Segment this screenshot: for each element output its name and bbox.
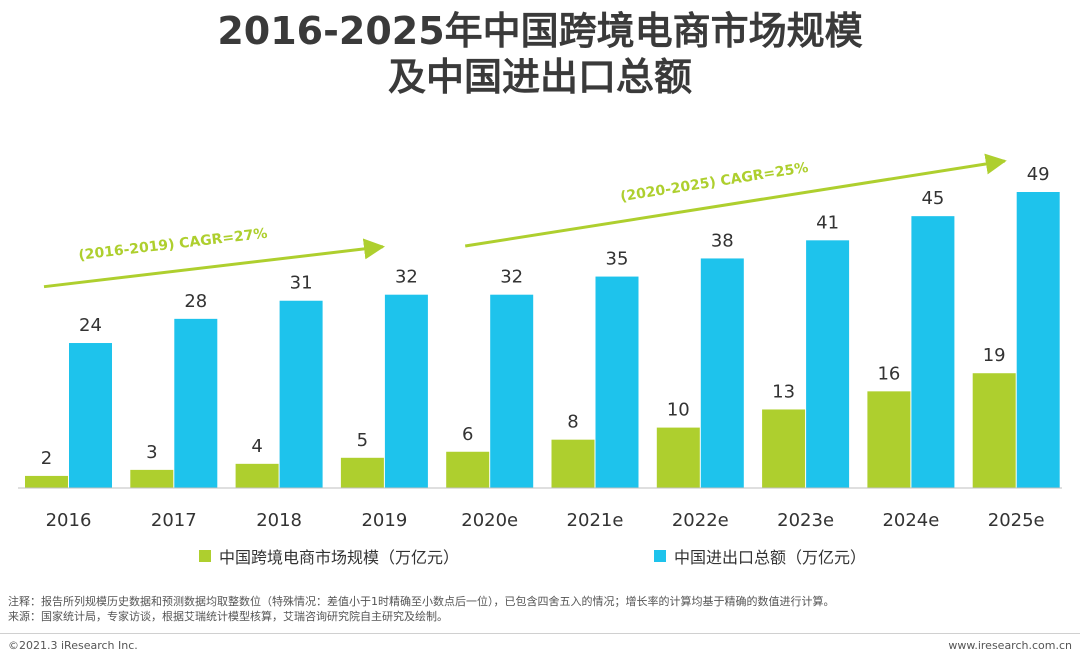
cagr-label-1: (2016-2019) CAGR=27%	[78, 226, 269, 264]
cagr-arrow-1	[43, 238, 385, 289]
bar-import-export-2023e	[806, 240, 850, 488]
legend-label-cross-border-ecommerce: 中国跨境电商市场规模（万亿元）	[219, 548, 460, 567]
x-tick-label-2020e: 2020e	[461, 510, 518, 531]
bar-import-export-2016	[69, 343, 112, 488]
x-tick-label-2024e: 2024e	[882, 510, 939, 531]
data-label-ecommerce-2021e: 8	[567, 412, 578, 433]
footer-divider	[0, 633, 1080, 634]
x-tick-label-2021e: 2021e	[567, 510, 624, 531]
chart-title: 2016-2025年中国跨境电商市场规模 及中国进出口总额	[0, 8, 1080, 100]
data-label-import-export-2024e: 45	[921, 188, 944, 209]
bar-import-export-2020e	[490, 294, 534, 488]
legend-item-cross-border-ecommerce: 中国跨境电商市场规模（万亿元）	[199, 544, 459, 568]
bar-ecommerce-2024e	[867, 391, 911, 488]
x-tick-label-2019: 2019	[361, 510, 407, 531]
bar-ecommerce-2018	[235, 463, 279, 488]
x-tick-label-2018: 2018	[256, 510, 302, 531]
source-line: 来源：国家统计局，专家访谈，根据艾瑞统计模型核算，艾瑞咨询研究院自主研究及绘制。	[8, 610, 448, 623]
bar-ecommerce-2023e	[762, 409, 806, 488]
legend-label-import-export: 中国进出口总额（万亿元）	[674, 548, 867, 567]
data-label-ecommerce-2022e: 10	[667, 400, 690, 421]
data-label-import-export-2022e: 38	[711, 230, 734, 251]
bar-ecommerce-2017	[130, 469, 174, 488]
data-label-import-export-2018: 31	[290, 273, 313, 294]
data-label-import-export-2025e: 49	[1027, 164, 1050, 185]
data-label-ecommerce-2024e: 16	[877, 363, 900, 384]
chart-title-line2: 及中国进出口总额	[387, 55, 692, 99]
cagr-arrow-2	[464, 153, 1007, 248]
data-label-ecommerce-2025e: 19	[983, 345, 1006, 366]
x-tick-label-2016: 2016	[46, 510, 92, 531]
legend-item-import-export: 中国进出口总额（万亿元）	[654, 544, 866, 568]
x-tick-label-2022e: 2022e	[672, 510, 729, 531]
copyright: ©2021.3 iResearch Inc.	[8, 639, 138, 652]
bar-ecommerce-2016	[25, 475, 68, 488]
bar-chart: 2 24 2016 3 28 2017 4 31 2018 5 32 2019 6 32 2020e 8 35 2…	[18, 153, 1062, 531]
data-label-ecommerce-2023e: 13	[772, 381, 795, 402]
data-label-import-export-2016: 24	[79, 315, 102, 336]
data-label-ecommerce-2017: 3	[146, 442, 157, 463]
data-label-ecommerce-2018: 4	[251, 436, 262, 457]
bar-import-export-2021e	[595, 276, 639, 488]
data-label-import-export-2020e: 32	[500, 267, 523, 288]
bar-ecommerce-2022e	[656, 427, 700, 488]
bar-ecommerce-2025e	[972, 373, 1016, 488]
data-label-ecommerce-2016: 2	[41, 448, 52, 469]
bar-import-export-2025e	[1016, 192, 1060, 488]
bar-ecommerce-2020e	[446, 451, 490, 488]
bar-import-export-2019	[384, 294, 428, 488]
data-label-import-export-2023e: 41	[816, 212, 839, 233]
website-link[interactable]: www.iresearch.com.cn	[948, 639, 1072, 652]
bar-import-export-2018	[279, 300, 323, 488]
legend-swatch-green	[199, 550, 211, 562]
x-tick-label-2025e: 2025e	[988, 510, 1045, 531]
data-label-ecommerce-2019: 5	[357, 430, 368, 451]
data-label-import-export-2017: 28	[184, 291, 207, 312]
bar-import-export-2017	[174, 318, 218, 488]
legend-swatch-blue	[654, 550, 666, 562]
x-tick-label-2023e: 2023e	[777, 510, 834, 531]
note-line: 注释：报告所列规模历史数据和预测数据均取整数位（特殊情况：差值小于1时精确至小数…	[8, 595, 835, 608]
bar-ecommerce-2019	[340, 457, 384, 488]
notes: 注释：报告所列规模历史数据和预测数据均取整数位（特殊情况：差值小于1时精确至小数…	[8, 594, 1072, 624]
bar-ecommerce-2021e	[551, 439, 595, 488]
bar-import-export-2022e	[700, 258, 744, 488]
x-tick-label-2017: 2017	[151, 510, 197, 531]
chart-title-line1: 2016-2025年中国跨境电商市场规模	[217, 9, 863, 53]
cagr-label-2: (2020-2025) CAGR=25%	[619, 160, 809, 205]
bar-import-export-2024e	[911, 216, 955, 488]
data-label-import-export-2021e: 35	[606, 249, 629, 270]
data-label-import-export-2019: 32	[395, 267, 418, 288]
data-label-ecommerce-2020e: 6	[462, 424, 473, 445]
